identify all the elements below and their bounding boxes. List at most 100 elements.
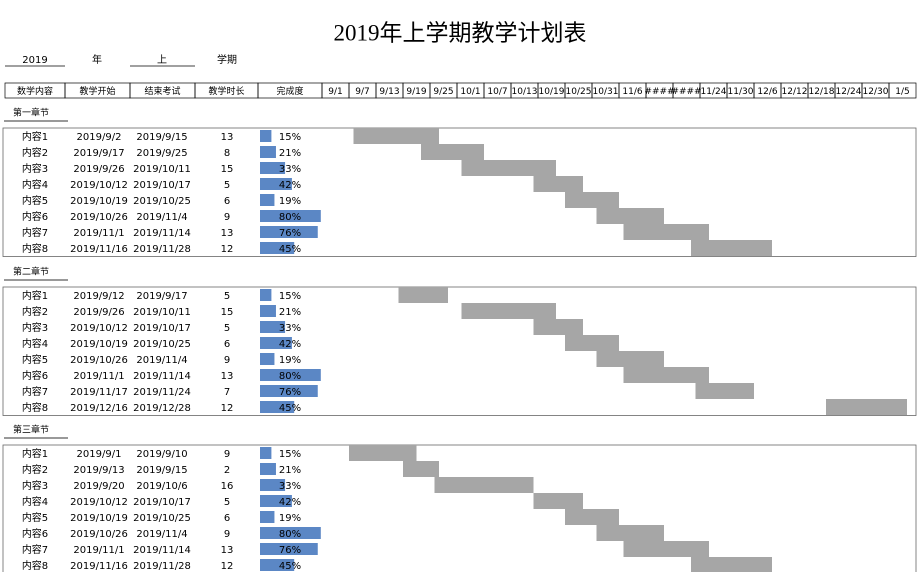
progress-label: 76% [279, 228, 301, 239]
hours: 15 [221, 164, 234, 175]
end-date: 2019/10/25 [133, 339, 191, 350]
section-box [2, 444, 917, 572]
gantt-bar [349, 445, 417, 461]
progress-bar [260, 559, 295, 571]
progress-bar [260, 495, 292, 507]
progress-label: 15% [279, 291, 301, 302]
timeline-label: 12/12 [782, 87, 808, 97]
gantt-bar [398, 287, 448, 303]
timeline-label: 10/7 [487, 87, 507, 97]
progress-label: 21% [279, 465, 301, 476]
end-date: 2019/11/28 [133, 561, 191, 572]
start-date: 2019/11/1 [73, 228, 124, 239]
hours: 5 [224, 180, 230, 191]
hours: 9 [224, 529, 230, 540]
progress-label: 80% [279, 212, 301, 223]
hours: 7 [224, 387, 230, 398]
end-date: 2019/10/11 [133, 164, 191, 175]
end-date: 2019/11/14 [133, 545, 191, 556]
item-name: 内容1 [22, 447, 48, 460]
item-name: 内容6 [22, 527, 48, 540]
progress-label: 80% [279, 371, 301, 382]
start-date: 2019/10/12 [70, 497, 128, 508]
timeline-label: 12/6 [757, 87, 777, 97]
progress-bar [260, 369, 321, 381]
gantt-bar [353, 128, 439, 144]
timeline-label: 9/7 [355, 87, 369, 97]
item-name: 内容5 [22, 353, 48, 366]
timeline-label: 11/30 [728, 87, 754, 97]
timeline-label: 9/19 [406, 87, 426, 97]
section-title: 第二章节 [13, 266, 49, 278]
gantt-bar [596, 208, 664, 224]
hours: 13 [221, 132, 234, 143]
start-date: 2019/9/13 [73, 465, 124, 476]
start-date: 2019/9/17 [73, 148, 124, 159]
hours: 6 [224, 339, 230, 350]
timeline-label: 1/5 [895, 87, 909, 97]
end-date: 2019/9/17 [136, 291, 187, 302]
start-date: 2019/9/20 [73, 481, 124, 492]
progress-bar [260, 479, 286, 491]
end-date: 2019/11/4 [136, 529, 187, 540]
timeline-label: 12/24 [836, 87, 862, 97]
progress-bar [260, 178, 292, 190]
end-date: 2019/9/15 [136, 465, 187, 476]
progress-label: 19% [279, 355, 301, 366]
gantt-bar [695, 383, 754, 399]
end-date: 2019/10/17 [133, 323, 191, 334]
progress-label: 19% [279, 513, 301, 524]
end-date: 2019/10/17 [133, 180, 191, 191]
item-name: 内容4 [22, 337, 48, 350]
progress-bar [260, 353, 275, 365]
progress-label: 15% [279, 132, 301, 143]
end-date: 2019/11/14 [133, 228, 191, 239]
start-date: 2019/11/1 [73, 371, 124, 382]
end-date: 2019/9/10 [136, 449, 187, 460]
year: 2019 [22, 55, 47, 66]
timeline-label: 10/13 [512, 87, 538, 97]
gantt-bar [403, 461, 439, 477]
progress-label: 19% [279, 196, 301, 207]
start-date: 2019/9/26 [73, 307, 124, 318]
end-date: 2019/10/17 [133, 497, 191, 508]
section-box [2, 286, 917, 416]
gantt-bar [461, 160, 556, 176]
start-date: 2019/10/19 [70, 513, 128, 524]
progress-bar [260, 321, 286, 333]
timeline-label: 11/24 [701, 87, 727, 97]
gantt-bar [623, 541, 709, 557]
item-name: 内容8 [22, 242, 48, 255]
item-name: 内容6 [22, 210, 48, 223]
progress-label: 33% [279, 481, 301, 492]
item-name: 内容1 [22, 130, 48, 143]
item-name: 内容4 [22, 178, 48, 191]
start-date: 2019/10/26 [70, 355, 128, 366]
gantt-bar [623, 224, 709, 240]
progress-bar [260, 130, 272, 142]
gantt-bar [691, 240, 772, 256]
hours: 12 [221, 403, 234, 414]
hours: 5 [224, 291, 230, 302]
gantt-bar [533, 493, 583, 509]
end-date: 2019/11/28 [133, 244, 191, 255]
end-date: 2019/11/4 [136, 355, 187, 366]
gantt-bar [623, 367, 709, 383]
gantt-bar [565, 335, 619, 351]
hours: 12 [221, 561, 234, 572]
hours: 9 [224, 355, 230, 366]
item-name: 内容7 [22, 385, 48, 398]
hours: 5 [224, 497, 230, 508]
start-date: 2019/10/12 [70, 323, 128, 334]
hours: 9 [224, 212, 230, 223]
header-label: 教学开始 [79, 85, 115, 97]
header-label: 结束考试 [144, 85, 180, 97]
hours: 2 [224, 465, 230, 476]
progress-label: 15% [279, 449, 301, 460]
progress-bar [260, 337, 292, 349]
progress-label: 76% [279, 545, 301, 556]
progress-bar [260, 511, 275, 523]
timeline-label: 10/25 [566, 87, 592, 97]
gantt-bar [565, 509, 619, 525]
